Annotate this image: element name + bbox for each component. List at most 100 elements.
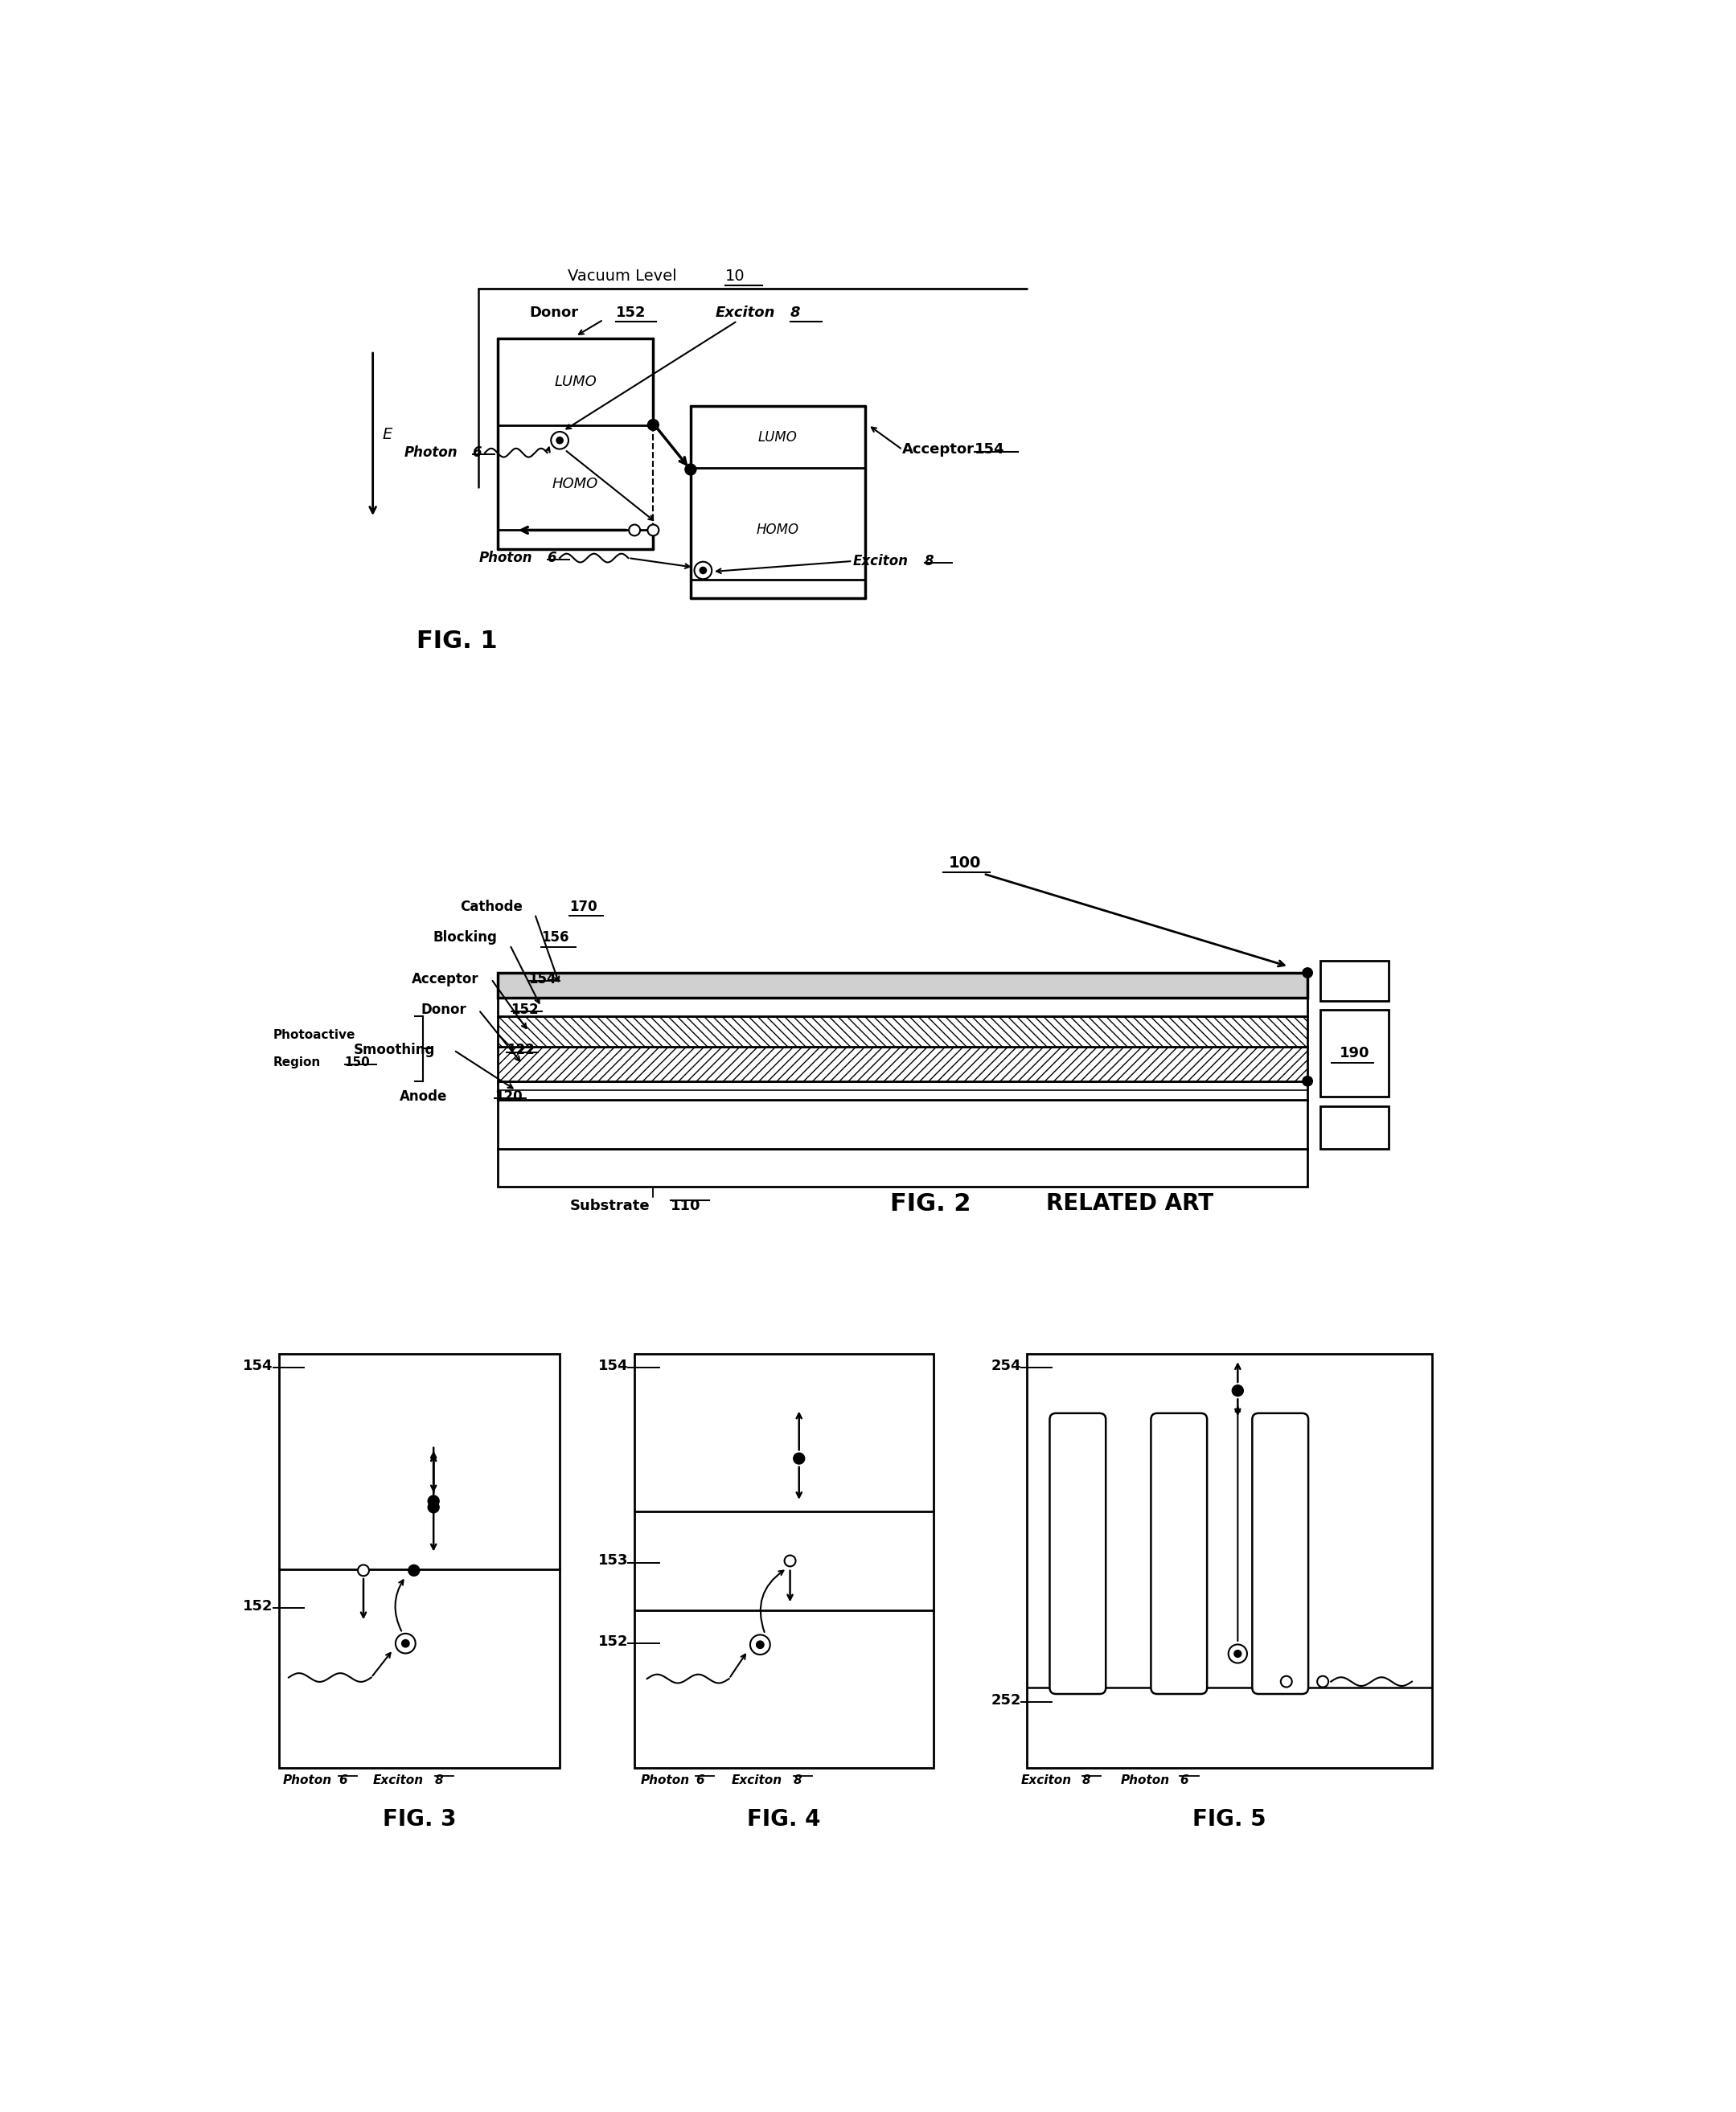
- Text: 152: 152: [510, 1003, 538, 1018]
- Text: 154: 154: [243, 1358, 273, 1373]
- Text: 190: 190: [1338, 1045, 1370, 1060]
- Text: Donor: Donor: [529, 306, 578, 319]
- Circle shape: [550, 431, 568, 450]
- Text: Vacuum Level: Vacuum Level: [568, 268, 677, 283]
- Bar: [635, 1354, 934, 1768]
- Text: 156: 156: [542, 931, 569, 944]
- Circle shape: [750, 1635, 771, 1654]
- Text: 170: 170: [569, 900, 597, 914]
- Circle shape: [628, 524, 641, 536]
- Circle shape: [401, 1639, 410, 1647]
- Circle shape: [785, 1554, 795, 1567]
- Circle shape: [1281, 1677, 1292, 1687]
- Text: 6: 6: [696, 1774, 705, 1787]
- Bar: [498, 1081, 1307, 1100]
- Text: Photoactive: Photoactive: [273, 1029, 356, 1041]
- FancyBboxPatch shape: [1151, 1413, 1207, 1694]
- Text: 150: 150: [345, 1056, 370, 1069]
- Circle shape: [1302, 967, 1312, 978]
- Text: RELATED ART: RELATED ART: [1045, 1193, 1213, 1214]
- Circle shape: [429, 1495, 439, 1506]
- Text: LUMO: LUMO: [759, 431, 797, 444]
- Text: 254: 254: [991, 1358, 1021, 1373]
- Text: Photon: Photon: [641, 1774, 689, 1787]
- Text: Exciton: Exciton: [1021, 1774, 1071, 1787]
- Text: 10: 10: [726, 268, 745, 283]
- Bar: [498, 997, 1307, 1016]
- Text: 153: 153: [599, 1554, 628, 1567]
- Text: 152: 152: [616, 306, 646, 319]
- Bar: [1028, 1354, 1432, 1768]
- Bar: [498, 1100, 1307, 1149]
- Bar: [1319, 1107, 1389, 1149]
- Text: Photon: Photon: [479, 551, 533, 566]
- Text: 6: 6: [547, 551, 557, 566]
- Text: Cathode: Cathode: [460, 900, 523, 914]
- Text: Photon: Photon: [283, 1774, 332, 1787]
- Text: 100: 100: [948, 855, 981, 870]
- Text: Anode: Anode: [399, 1090, 448, 1105]
- Text: 154: 154: [528, 972, 557, 986]
- Circle shape: [694, 562, 712, 579]
- Text: 8: 8: [1082, 1774, 1090, 1787]
- Text: Acceptor: Acceptor: [903, 441, 976, 456]
- Circle shape: [358, 1565, 370, 1576]
- Text: 8: 8: [924, 553, 934, 568]
- Text: Photon: Photon: [1120, 1774, 1170, 1787]
- Text: LUMO: LUMO: [554, 374, 597, 389]
- FancyBboxPatch shape: [1050, 1413, 1106, 1694]
- Bar: [1319, 961, 1389, 1001]
- Bar: [1319, 1010, 1389, 1096]
- Circle shape: [396, 1633, 415, 1654]
- Text: HOMO: HOMO: [552, 477, 599, 490]
- Text: Exciton: Exciton: [731, 1774, 781, 1787]
- Circle shape: [1233, 1385, 1243, 1396]
- Text: 8: 8: [436, 1774, 444, 1787]
- Bar: [498, 1149, 1307, 1187]
- Text: Exciton: Exciton: [852, 553, 908, 568]
- Text: FIG. 3: FIG. 3: [382, 1808, 457, 1831]
- Circle shape: [429, 1502, 439, 1512]
- Text: HOMO: HOMO: [757, 524, 799, 536]
- Bar: [498, 974, 1307, 997]
- Text: 110: 110: [670, 1200, 701, 1212]
- Text: Exciton: Exciton: [715, 306, 776, 319]
- Text: FIG. 2: FIG. 2: [891, 1193, 970, 1217]
- Text: Photon: Photon: [404, 446, 458, 460]
- Circle shape: [408, 1565, 420, 1576]
- Bar: [498, 1016, 1307, 1048]
- Text: 154: 154: [974, 441, 1005, 456]
- Text: FIG. 1: FIG. 1: [417, 629, 496, 653]
- Bar: [498, 1048, 1307, 1081]
- Text: 152: 152: [243, 1599, 273, 1614]
- Text: 6: 6: [472, 446, 483, 460]
- Text: 120: 120: [495, 1090, 523, 1105]
- FancyBboxPatch shape: [1252, 1413, 1309, 1694]
- Circle shape: [1318, 1677, 1328, 1687]
- Circle shape: [557, 437, 562, 444]
- Circle shape: [648, 420, 660, 431]
- Text: Region: Region: [273, 1056, 321, 1069]
- Text: 252: 252: [991, 1694, 1021, 1706]
- Text: 8: 8: [793, 1774, 802, 1787]
- Text: 152: 152: [599, 1635, 628, 1649]
- Circle shape: [648, 524, 660, 536]
- Text: 8: 8: [790, 306, 800, 319]
- Text: E: E: [382, 427, 392, 441]
- Text: 154: 154: [599, 1358, 628, 1373]
- Text: Donor: Donor: [420, 1003, 467, 1018]
- Text: Exciton: Exciton: [373, 1774, 424, 1787]
- Bar: [279, 1354, 559, 1768]
- Text: FIG. 4: FIG. 4: [746, 1808, 821, 1831]
- Text: Blocking: Blocking: [434, 931, 498, 944]
- Text: 122: 122: [507, 1043, 535, 1058]
- Text: Smoothing: Smoothing: [354, 1043, 436, 1058]
- Circle shape: [1302, 1077, 1312, 1086]
- Text: Substrate: Substrate: [569, 1200, 649, 1212]
- Circle shape: [1229, 1645, 1246, 1662]
- Circle shape: [757, 1641, 764, 1649]
- Circle shape: [700, 568, 707, 574]
- Circle shape: [1234, 1649, 1241, 1658]
- Text: 6: 6: [339, 1774, 347, 1787]
- Text: Acceptor: Acceptor: [411, 972, 479, 986]
